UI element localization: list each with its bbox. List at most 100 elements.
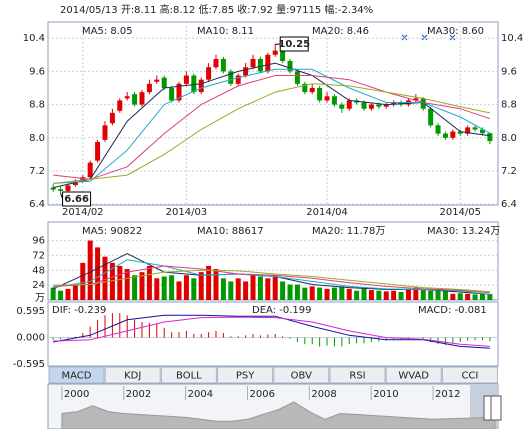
ma-line bbox=[53, 259, 490, 295]
candle-body bbox=[339, 104, 345, 109]
macd-panel bbox=[47, 301, 499, 367]
legend-entry: MA30: 13.24万 bbox=[427, 226, 500, 237]
tab-label[interactable]: CCI bbox=[461, 371, 478, 382]
ma-line bbox=[53, 68, 491, 184]
tab-label[interactable]: OBV bbox=[291, 371, 312, 382]
candle-body bbox=[191, 75, 197, 93]
volume-bar bbox=[109, 262, 115, 300]
tab[interactable] bbox=[104, 366, 161, 384]
legend-entry: MA30: 8.60 bbox=[427, 26, 484, 37]
legend-entry: MA20: 11.78万 bbox=[312, 226, 385, 237]
scroll-handle[interactable] bbox=[490, 395, 502, 421]
candle-body bbox=[161, 77, 167, 88]
candle-body bbox=[457, 131, 463, 134]
tab-label[interactable]: BOLL bbox=[176, 371, 202, 382]
legend-entry: MACD: -0.081 bbox=[418, 305, 487, 316]
volume-bar bbox=[102, 256, 108, 300]
volume-bar bbox=[376, 290, 382, 300]
volume-bar bbox=[405, 288, 411, 300]
volume-bar bbox=[280, 281, 286, 300]
y-tick-label-right: 6.4 bbox=[501, 199, 517, 210]
markers bbox=[401, 34, 456, 41]
volume-bar bbox=[146, 265, 152, 300]
volume-bar bbox=[198, 272, 204, 300]
volume-bar bbox=[368, 290, 374, 300]
volume-bar bbox=[479, 293, 485, 300]
candle-body bbox=[302, 83, 308, 93]
candle-body bbox=[213, 58, 219, 68]
volume-bar bbox=[391, 290, 397, 300]
volume-bar bbox=[294, 284, 300, 300]
tab[interactable] bbox=[48, 366, 105, 384]
tab-label[interactable]: RSI bbox=[349, 371, 365, 382]
legend-entry: DIF: -0.239 bbox=[52, 305, 106, 316]
ma-line bbox=[53, 75, 491, 180]
volume-bar bbox=[72, 284, 78, 300]
y-tick-label: 6.4 bbox=[29, 199, 45, 210]
candle-body bbox=[361, 102, 367, 109]
volume-bar bbox=[124, 269, 130, 300]
candle-body bbox=[420, 98, 426, 109]
y-tick-label-right: 7.2 bbox=[501, 166, 517, 177]
candle-body bbox=[250, 58, 256, 68]
y-tick-label-right: 8.0 bbox=[501, 133, 517, 144]
tab[interactable] bbox=[385, 366, 442, 384]
volume-bar bbox=[420, 290, 426, 300]
volume-bar bbox=[117, 265, 123, 300]
tab-label[interactable]: WVAD bbox=[398, 371, 429, 382]
legend-entry: MA5: 8.05 bbox=[82, 26, 133, 37]
volume-bar bbox=[465, 293, 471, 300]
volume-bar bbox=[339, 286, 345, 300]
x-tick-label: 2014/05 bbox=[439, 207, 481, 218]
candle-body bbox=[294, 71, 300, 84]
y-tick-label: 9.6 bbox=[29, 66, 45, 77]
candle-body bbox=[206, 67, 212, 80]
tab-label[interactable]: MACD bbox=[62, 371, 92, 382]
candle-body bbox=[176, 83, 182, 101]
candle-body bbox=[435, 125, 441, 134]
tab[interactable] bbox=[441, 366, 498, 384]
candle-body bbox=[117, 100, 123, 111]
legend-entry: MA20: 8.46 bbox=[312, 26, 369, 37]
overview-area bbox=[61, 401, 496, 429]
volume-bar bbox=[346, 288, 352, 300]
legend-entry: MA10: 88617 bbox=[197, 226, 264, 237]
tab[interactable] bbox=[329, 366, 386, 384]
macd-line bbox=[53, 316, 490, 347]
tab-label[interactable]: PSY bbox=[236, 371, 255, 382]
candle-body bbox=[317, 87, 323, 101]
tab[interactable] bbox=[217, 366, 274, 384]
y-tick-label: 0.595 bbox=[16, 306, 45, 317]
ma-line bbox=[53, 62, 490, 189]
candle-body bbox=[50, 187, 56, 190]
candle-body bbox=[72, 181, 78, 186]
volume-bar bbox=[183, 275, 189, 300]
volume-bar bbox=[457, 293, 463, 300]
volume-bar bbox=[487, 293, 493, 300]
x-tick-label: 2000 bbox=[64, 389, 89, 400]
candle-body bbox=[154, 79, 160, 82]
candle-body bbox=[58, 189, 64, 191]
candle-body bbox=[65, 185, 71, 191]
y-tick-label: 0.000 bbox=[16, 333, 45, 344]
y-tick-label: 72 bbox=[32, 250, 45, 261]
volume-bar bbox=[243, 281, 249, 300]
x-tick-label: 2014/04 bbox=[306, 207, 348, 218]
candle-body bbox=[324, 96, 330, 101]
volume-bar bbox=[398, 291, 404, 300]
legend-entry: MA10: 8.11 bbox=[197, 26, 254, 37]
tab-label[interactable]: KDJ bbox=[124, 371, 141, 382]
candle-body bbox=[265, 54, 271, 72]
candle-body bbox=[487, 133, 493, 142]
candle-body bbox=[220, 58, 226, 72]
candle-body bbox=[257, 58, 263, 72]
volume-bar bbox=[257, 276, 263, 300]
tab[interactable] bbox=[160, 366, 217, 384]
candle-body bbox=[280, 50, 286, 62]
volume-bar bbox=[161, 276, 167, 300]
tab[interactable] bbox=[273, 366, 330, 384]
y-tick-label: 10.4 bbox=[23, 33, 45, 44]
candle-body bbox=[272, 50, 278, 55]
candle-body bbox=[428, 108, 434, 126]
